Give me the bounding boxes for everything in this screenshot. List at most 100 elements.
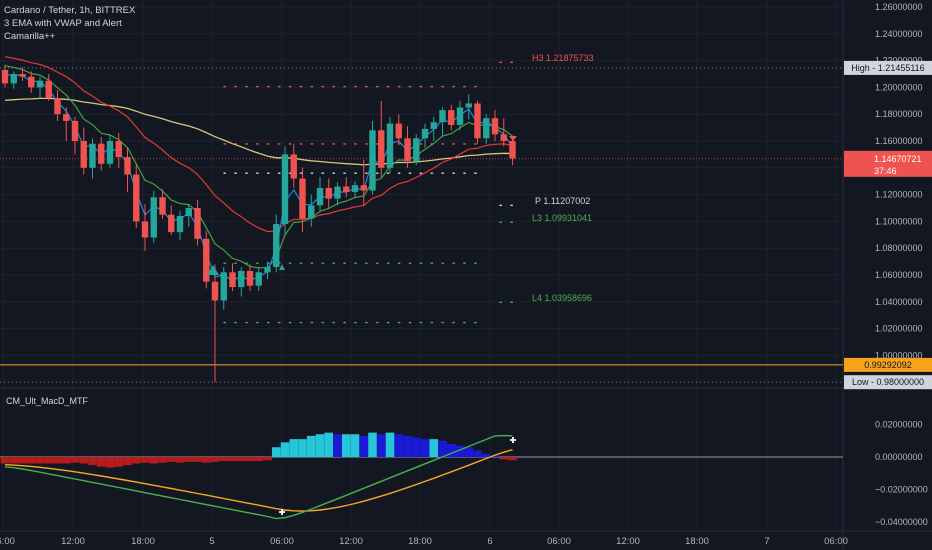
high-price-tag-bg	[844, 60, 932, 75]
vwap-line	[4, 97, 513, 166]
macd-histogram-bar	[70, 457, 80, 463]
time-tick-label: 12:00	[616, 536, 640, 547]
candle-body	[299, 178, 306, 219]
camarilla-l4-label: L4 1.03958696	[532, 293, 593, 303]
macd-histogram-bar	[280, 442, 290, 457]
buy-signal-marker	[279, 264, 285, 270]
candle-body	[334, 186, 341, 199]
macd-histogram-bar	[158, 457, 167, 463]
macd-histogram-bar	[263, 457, 272, 461]
macd-histogram-bar	[490, 455, 500, 457]
low-price-tag: Low - 0.98000000	[844, 375, 932, 390]
time-tick-label: 5	[209, 536, 214, 547]
macd-histogram-bar	[499, 457, 509, 460]
time-tick-label: 18:00	[685, 536, 709, 547]
ema-fast-line	[4, 74, 513, 282]
candle-body	[369, 130, 376, 191]
candle-body	[45, 80, 52, 99]
macd-histogram-bar	[298, 439, 307, 457]
macd-histogram-bar	[481, 453, 491, 457]
current-price-tag-bg	[844, 150, 932, 177]
sell-signal-marker	[509, 136, 517, 141]
buy-signal-marker	[207, 265, 219, 275]
candle-body	[220, 272, 227, 301]
price-tick-label: 1.24000000	[875, 29, 923, 39]
macd-histogram-bar	[359, 435, 369, 457]
time-tick-label: 6	[487, 536, 492, 547]
price-tick-label: 1.12000000	[875, 190, 923, 200]
macd-histogram-bar	[315, 434, 325, 457]
candle-body	[185, 208, 192, 217]
macd-histogram-bar	[341, 434, 351, 457]
high-price-tag-text: High - 1.21455116	[851, 63, 924, 73]
macd-histogram-bar	[271, 447, 281, 457]
candle-body	[194, 208, 201, 239]
level-price-tag-bg	[844, 357, 932, 372]
symbol-title[interactable]: Cardano / Tether, 1h, BITTREX	[4, 5, 136, 16]
macd-histogram-bar	[61, 457, 71, 464]
candle-body	[238, 270, 245, 288]
macd-histogram-bar	[446, 444, 456, 457]
candle-body	[246, 270, 254, 286]
candle-body	[281, 154, 289, 225]
current-price-tag: 1.14670721 37:46	[844, 150, 932, 177]
macd-cross-marker	[279, 509, 285, 515]
time-tick-label: 06:00	[270, 536, 294, 547]
camarilla-p-label: P 1.11207002	[535, 196, 591, 206]
price-tick-label: 1.06000000	[875, 270, 923, 280]
candle-body	[404, 138, 411, 162]
candle-body	[203, 238, 210, 282]
macd-histogram-bar	[403, 435, 412, 457]
macd-legend[interactable]: CM_Ult_MacD_MTF	[6, 396, 89, 406]
candle-body	[325, 187, 332, 199]
macd-histogram-bar	[438, 440, 447, 457]
camarilla-l3-label: L3 1.09931041	[532, 213, 593, 223]
candle-body	[98, 143, 105, 164]
macd-histogram-bar	[210, 457, 220, 462]
candle-body	[19, 74, 26, 77]
macd-histogram-bar	[508, 457, 517, 461]
candle-body	[63, 114, 70, 121]
macd-cross-marker	[510, 437, 516, 443]
price-tick-label: 1.04000000	[875, 297, 923, 307]
candle-body	[80, 141, 87, 168]
candle-body	[421, 128, 429, 139]
candle-body	[133, 174, 140, 222]
candle-body	[413, 138, 420, 162]
macd-histogram-bar	[455, 445, 465, 457]
price-tick-label: 1.10000000	[875, 216, 923, 226]
candle-body	[308, 205, 315, 219]
macd-histogram-bar	[245, 457, 255, 462]
camarilla-h3-label: H3 1.21875733	[532, 53, 594, 63]
macd-pane	[0, 432, 843, 520]
candle-body	[159, 197, 166, 215]
candle-body	[71, 120, 79, 141]
macd-histogram-bar	[394, 434, 404, 457]
candle-body	[124, 157, 131, 175]
ema-lines	[4, 56, 513, 282]
candle-body	[150, 197, 157, 238]
chart-legend: Cardano / Tether, 1h, BITTREX 3 EMA with…	[4, 4, 135, 43]
time-tick-label: 18:00	[131, 536, 155, 547]
candle-body	[168, 214, 175, 233]
time-tick-label: 7	[764, 536, 769, 547]
candles	[1, 64, 517, 383]
macd-histogram-bar	[0, 457, 10, 464]
macd-histogram-bar	[79, 457, 89, 464]
candle-body	[141, 221, 149, 238]
macd-line	[4, 434, 513, 520]
candle-body	[28, 76, 35, 88]
macd-histogram-bar	[464, 447, 474, 457]
candle-body	[273, 224, 280, 267]
indicator-ema-vwap[interactable]: 3 EMA with VWAP and Alert	[4, 18, 122, 29]
macd-histogram-bar	[184, 457, 194, 462]
candle-body	[474, 103, 481, 139]
macd-histogram-bar	[254, 457, 264, 462]
macd-histogram-bar	[105, 457, 115, 468]
price-tick-label: 1.20000000	[875, 82, 923, 92]
macd-histogram-bar	[149, 457, 159, 464]
candle-body	[343, 186, 350, 192]
indicator-camarilla[interactable]: Camarilla++	[4, 31, 56, 42]
price-tick-label: 1.08000000	[875, 243, 923, 253]
